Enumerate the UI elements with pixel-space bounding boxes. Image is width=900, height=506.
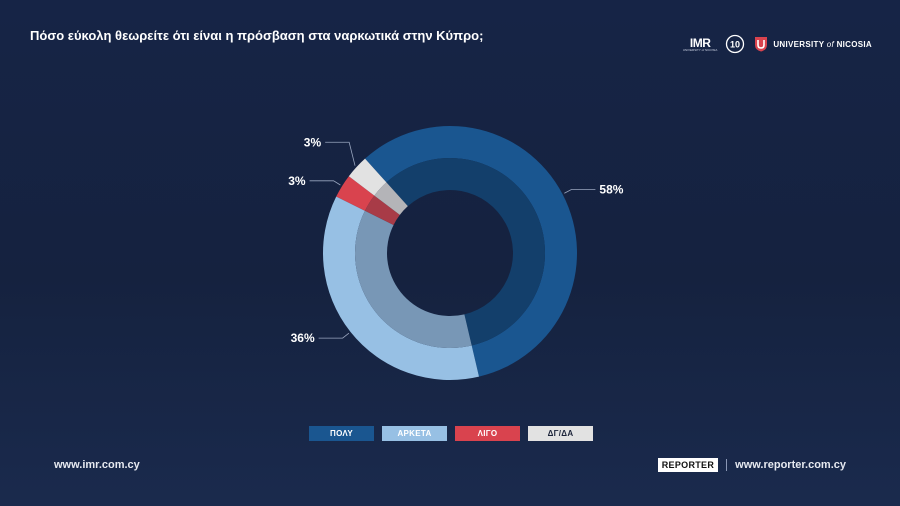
imr-logo: IMR UNIVERSITY of NICOSIA (683, 37, 717, 52)
anniversary-logo-text: 10 (730, 40, 740, 50)
data-label-3: 3% (304, 135, 322, 149)
slice-outer-3 (348, 158, 387, 196)
chart-legend: ΠΟΛΥ ΑΡΚΕΤΑ ΛΙΓΟ ΔΓ/ΔΑ (309, 426, 593, 441)
imr-logo-text: IMR (689, 35, 711, 50)
reporter-logo: REPORTER (657, 458, 719, 472)
university-logo: UNIVERSITY of NICOSIA (753, 36, 872, 52)
footer-reporter-url[interactable]: www.reporter.com.cy (735, 459, 846, 471)
leader-line-1 (318, 332, 350, 339)
university-shield-icon (755, 37, 768, 52)
legend-item-3: ΔΓ/ΔΑ (528, 426, 593, 441)
slice-outer-2 (336, 176, 375, 211)
legend-item-2: ΛΙΓΟ (455, 426, 520, 441)
university-logo-text: UNIVERSITY of NICOSIA (773, 39, 872, 49)
footer-divider (726, 459, 728, 471)
legend-item-0: ΠΟΛΥ (309, 426, 374, 441)
imr-logo-subtext: UNIVERSITY of NICOSIA (682, 47, 718, 52)
slice-inner-2 (364, 195, 400, 225)
slice-inner-1 (355, 210, 472, 348)
slice-outer-1 (322, 196, 480, 380)
footer-reporter: REPORTER www.reporter.com.cy (657, 458, 846, 472)
footer-imr-url[interactable]: www.imr.com.cy (54, 459, 140, 471)
leader-line-3 (325, 141, 356, 166)
chart-title: Πόσο εύκολη θεωρείτε ότι είναι η πρόσβασ… (30, 28, 484, 43)
leader-line-2 (309, 180, 341, 186)
data-label-0: 58% (599, 183, 623, 197)
slice-inner-3 (374, 182, 408, 215)
legend-item-1: ΑΡΚΕΤΑ (382, 426, 447, 441)
data-label-1: 36% (291, 331, 315, 345)
leader-line-0 (564, 189, 596, 194)
slice-inner-0 (386, 158, 545, 346)
slice-outer-0 (365, 125, 578, 377)
data-label-2: 3% (288, 174, 306, 188)
partner-logos: IMR UNIVERSITY of NICOSIA 10 UNIVERSITY … (683, 34, 872, 54)
anniversary-logo: 10 (725, 34, 745, 54)
